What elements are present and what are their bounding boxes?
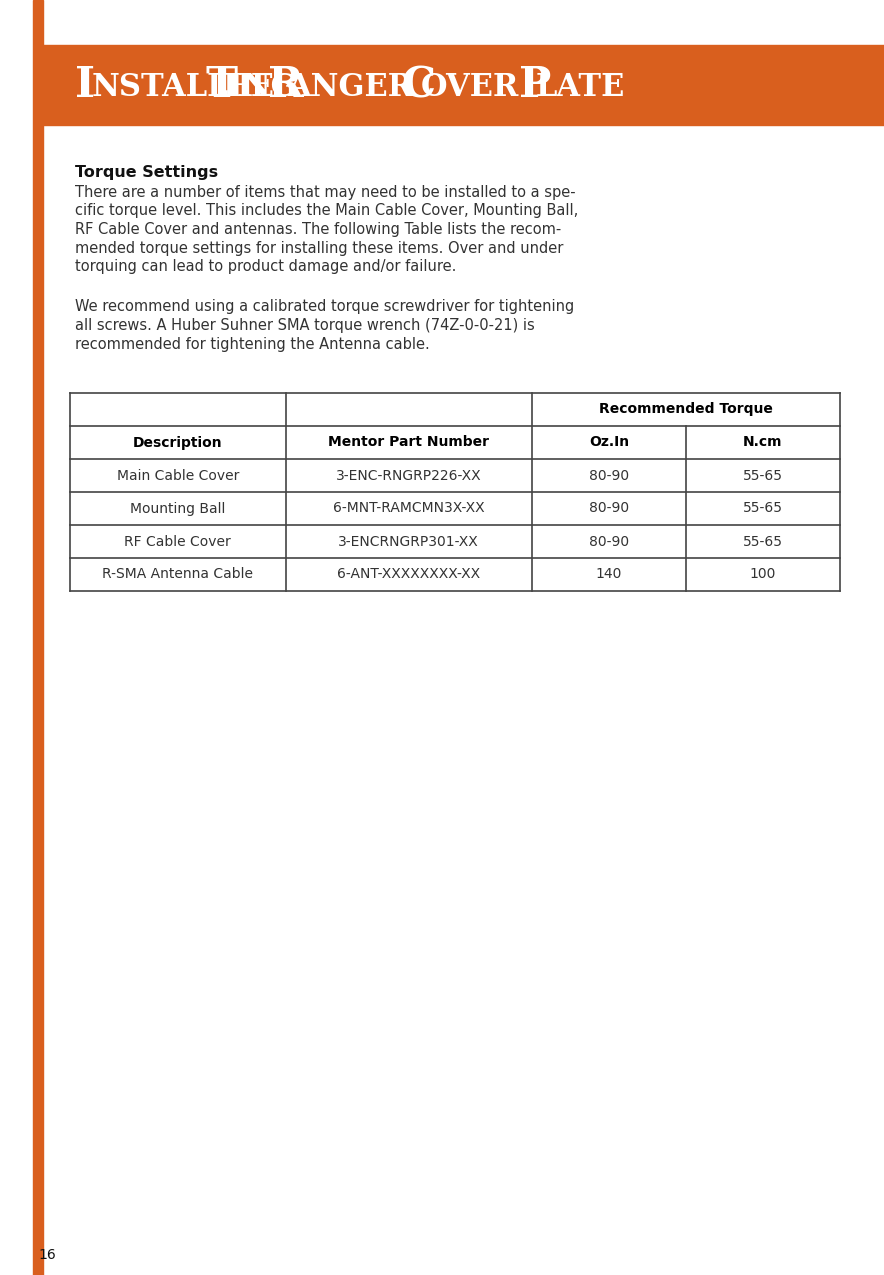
Bar: [33, 0, 43, 1275]
Text: Torque Settings: Torque Settings: [75, 164, 218, 180]
Text: 6-ANT-XXXXXXXX-XX: 6-ANT-XXXXXXXX-XX: [337, 567, 480, 581]
Text: N.cm: N.cm: [743, 436, 782, 450]
Text: 3-ENCRNGRP301-XX: 3-ENCRNGRP301-XX: [339, 534, 479, 548]
Text: C: C: [401, 64, 435, 106]
Text: There are a number of items that may need to be installed to a spe-: There are a number of items that may nee…: [75, 185, 575, 200]
Text: Recommended Torque: Recommended Torque: [599, 403, 773, 417]
Text: ANGER: ANGER: [287, 71, 413, 102]
Text: 140: 140: [596, 567, 622, 581]
Text: I: I: [75, 64, 95, 106]
Text: R-SMA Antenna Cable: R-SMA Antenna Cable: [103, 567, 254, 581]
Text: R: R: [268, 64, 304, 106]
Text: 3-ENC-RNGRP226-XX: 3-ENC-RNGRP226-XX: [336, 468, 482, 482]
Text: NSTALLING: NSTALLING: [92, 71, 298, 102]
Text: RF Cable Cover: RF Cable Cover: [125, 534, 232, 548]
Text: RF Cable Cover and antennas. The following Table lists the recom-: RF Cable Cover and antennas. The followi…: [75, 222, 561, 237]
Text: Description: Description: [133, 436, 223, 450]
Text: Mentor Part Number: Mentor Part Number: [328, 436, 490, 450]
Text: 80-90: 80-90: [589, 534, 629, 548]
Text: mended torque settings for installing these items. Over and under: mended torque settings for installing th…: [75, 241, 563, 255]
Text: Main Cable Cover: Main Cable Cover: [117, 468, 239, 482]
Text: We recommend using a calibrated torque screwdriver for tightening: We recommend using a calibrated torque s…: [75, 300, 575, 315]
Text: LATE: LATE: [536, 71, 625, 102]
Text: 80-90: 80-90: [589, 468, 629, 482]
Text: torquing can lead to product damage and/or failure.: torquing can lead to product damage and/…: [75, 259, 456, 274]
Text: recommended for tightening the Antenna cable.: recommended for tightening the Antenna c…: [75, 337, 430, 352]
Text: P: P: [519, 64, 552, 106]
Text: 55-65: 55-65: [743, 501, 783, 515]
Text: 80-90: 80-90: [589, 501, 629, 515]
Text: cific torque level. This includes the Main Cable Cover, Mounting Ball,: cific torque level. This includes the Ma…: [75, 204, 578, 218]
Text: Oz.In: Oz.In: [589, 436, 629, 450]
Text: 55-65: 55-65: [743, 534, 783, 548]
Text: OVER: OVER: [421, 71, 520, 102]
Text: 16: 16: [38, 1248, 56, 1262]
Text: 100: 100: [750, 567, 776, 581]
Text: T: T: [205, 64, 237, 106]
Text: 6-MNT-RAMCMN3X-XX: 6-MNT-RAMCMN3X-XX: [333, 501, 484, 515]
Text: HE: HE: [223, 71, 275, 102]
Text: all screws. A Huber Suhner SMA torque wrench (74Z-0-0-21) is: all screws. A Huber Suhner SMA torque wr…: [75, 317, 535, 333]
Bar: [43, 45, 884, 125]
Text: 55-65: 55-65: [743, 468, 783, 482]
Text: Mounting Ball: Mounting Ball: [130, 501, 225, 515]
